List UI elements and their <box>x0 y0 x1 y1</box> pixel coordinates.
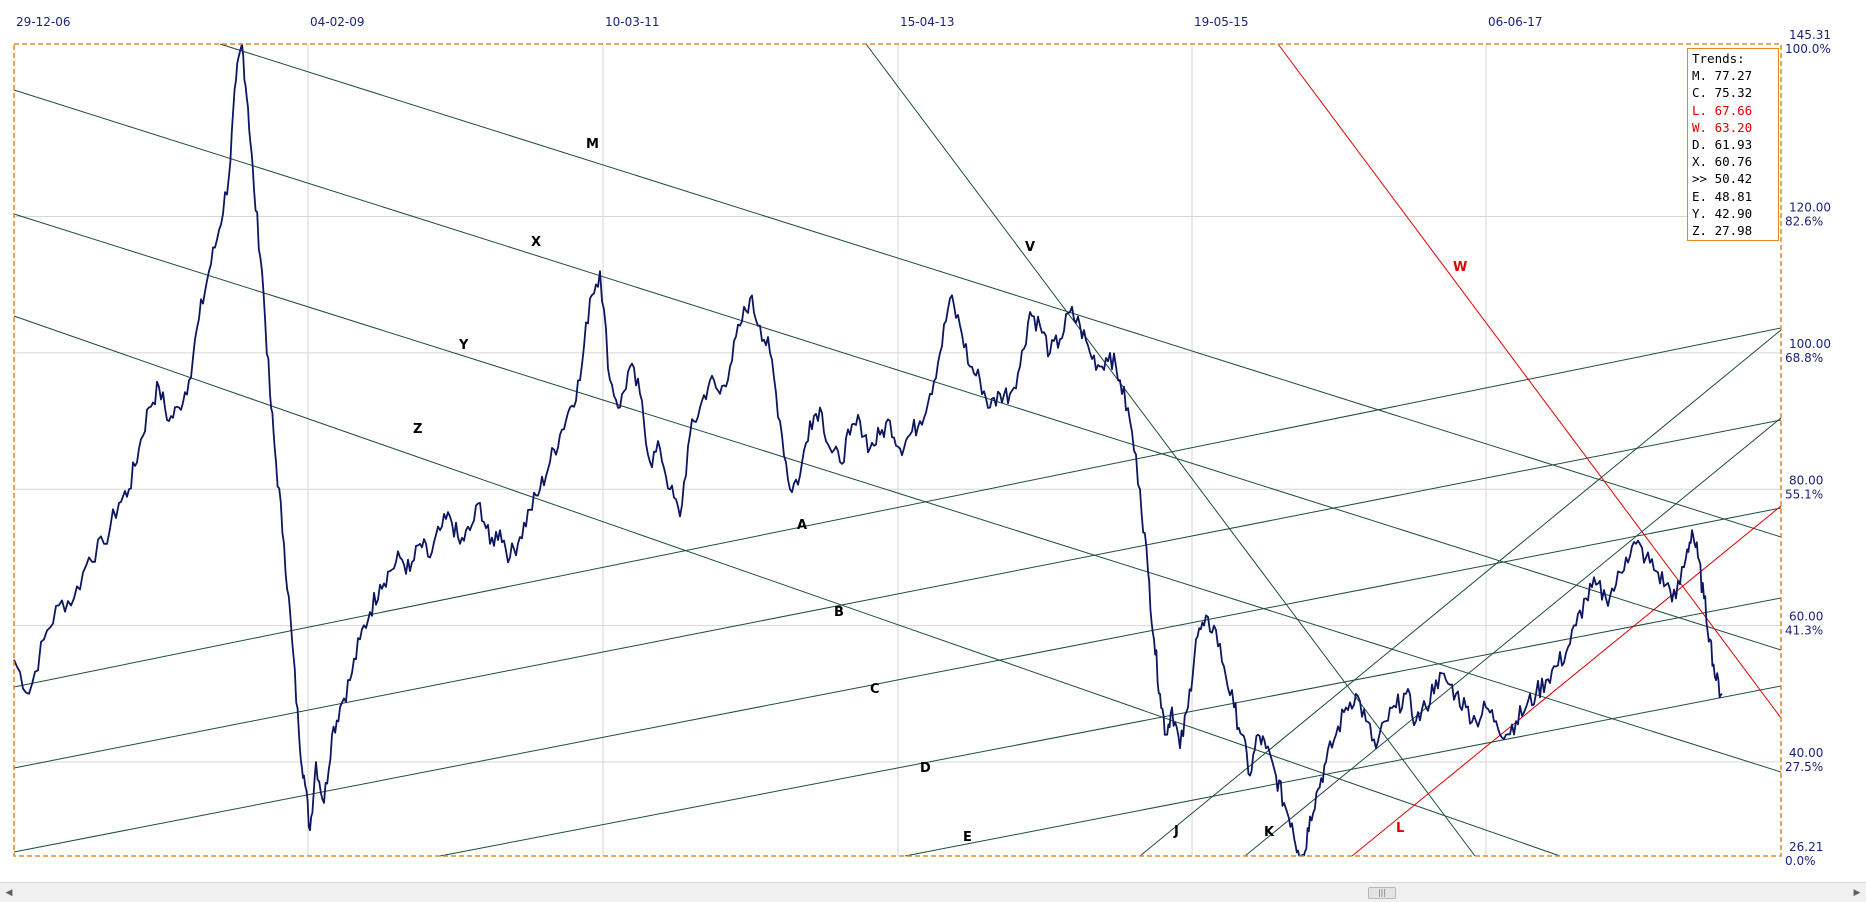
y-tick-value: 60.00 <box>1789 610 1823 624</box>
trend-line-a <box>13 327 1782 688</box>
y-tick-percent: 100.0% <box>1785 42 1831 56</box>
trend-lines <box>13 43 1782 857</box>
trend-label-w: W <box>1453 260 1467 275</box>
x-tick-label: 19-05-15 <box>1194 15 1248 29</box>
x-tick-label: 15-04-13 <box>900 15 954 29</box>
y-tick-percent: 82.6% <box>1785 215 1823 229</box>
price-series <box>13 43 1723 857</box>
trend-line-k <box>1244 417 1782 857</box>
y-tick-value: 80.00 <box>1789 473 1823 487</box>
arrow-left-icon[interactable]: ◀ <box>5 888 13 898</box>
x-tick-label: 06-06-17 <box>1488 15 1542 29</box>
trends-panel-title: Trends: <box>1692 51 1745 66</box>
y-tick-value: 120.00 <box>1789 201 1831 215</box>
trend-label-v: V <box>1025 240 1035 255</box>
trends-row: >> 50.42 <box>1692 171 1753 187</box>
trend-line-l <box>1351 505 1782 857</box>
trend-line-x <box>13 89 1782 651</box>
y-tick-value: 26.21 <box>1789 840 1823 854</box>
chart-grid <box>14 44 1781 856</box>
y-tick-value: 40.00 <box>1789 746 1823 760</box>
y-tick-percent: 68.8% <box>1785 351 1823 365</box>
trend-label-c: C <box>870 682 880 697</box>
trend-line-v <box>865 43 1476 857</box>
x-tick-label: 10-03-11 <box>605 15 659 29</box>
x-tick-label: 29-12-06 <box>16 15 70 29</box>
trend-line-w <box>1277 43 1782 719</box>
trends-row: X. 60.76 <box>1692 154 1753 170</box>
trends-panel: Trends: M. 77.27 C. 75.32 L. 67.66 W. 63.20… <box>1687 48 1779 241</box>
trends-row: W. 63.20 <box>1692 119 1753 135</box>
trend-line-y <box>13 213 1782 773</box>
x-tick-label: 04-02-09 <box>310 15 364 29</box>
trends-row: M. 77.27 <box>1692 68 1753 84</box>
trend-line-e <box>904 685 1782 857</box>
y-tick-percent: 0.0% <box>1785 854 1816 868</box>
y-tick-value: 145.31 <box>1789 28 1831 42</box>
trend-label-e: E <box>963 830 972 845</box>
trend-label-x: X <box>531 235 541 250</box>
trend-line-c <box>13 507 1782 853</box>
trends-row: E. 48.81 <box>1692 188 1753 204</box>
trend-label-j: J <box>1173 824 1179 839</box>
trend-label-b: B <box>834 605 844 620</box>
trend-line-b <box>13 419 1782 769</box>
trend-label-z: Z <box>413 422 422 437</box>
trend-line-j <box>1139 329 1782 857</box>
trend-label-l: L <box>1396 821 1404 836</box>
plot-frame <box>13 43 1782 857</box>
trends-rows: M. 77.27 C. 75.32 L. 67.66 W. 63.20 D. 61.93… <box>1692 67 1774 239</box>
y-tick-percent: 55.1% <box>1785 487 1823 501</box>
trend-label-k: K <box>1264 825 1275 840</box>
arrow-right-icon[interactable]: ▶ <box>1853 888 1861 898</box>
trends-row: D. 61.93 <box>1692 137 1753 153</box>
trends-row: L. 67.66 <box>1692 102 1753 118</box>
trend-line-d <box>439 597 1782 857</box>
y-tick-value: 100.00 <box>1789 337 1831 351</box>
trend-line-labels: M X Y Z A B C D E V W J K L <box>413 137 1467 845</box>
trend-label-y: Y <box>458 338 469 353</box>
trend-line-z <box>13 315 1561 857</box>
trend-line-m <box>219 43 1782 538</box>
grip-icon[interactable]: ||| <box>1368 887 1396 899</box>
trend-label-m: M <box>586 137 599 152</box>
y-tick-percent: 27.5% <box>1785 760 1823 774</box>
price-line <box>13 43 1723 857</box>
trends-row: C. 75.32 <box>1692 85 1753 101</box>
trends-row: Y. 42.90 <box>1692 205 1753 221</box>
trends-row: Z. 27.98 <box>1692 223 1753 239</box>
trend-label-a: A <box>797 518 807 533</box>
x-axis-ticks: 29-12-06 04-02-09 10-03-11 15-04-13 19-05-15… <box>16 15 1542 29</box>
trend-label-d: D <box>920 761 931 776</box>
chart-canvas: M X Y Z A B C D E V W J K L 29-12-06 04-02-09 10-03-11 1… <box>13 15 1831 868</box>
y-tick-percent: 41.3% <box>1785 624 1823 638</box>
horizontal-scrollbar[interactable]: ◀ ||| ▶ <box>0 882 1866 902</box>
